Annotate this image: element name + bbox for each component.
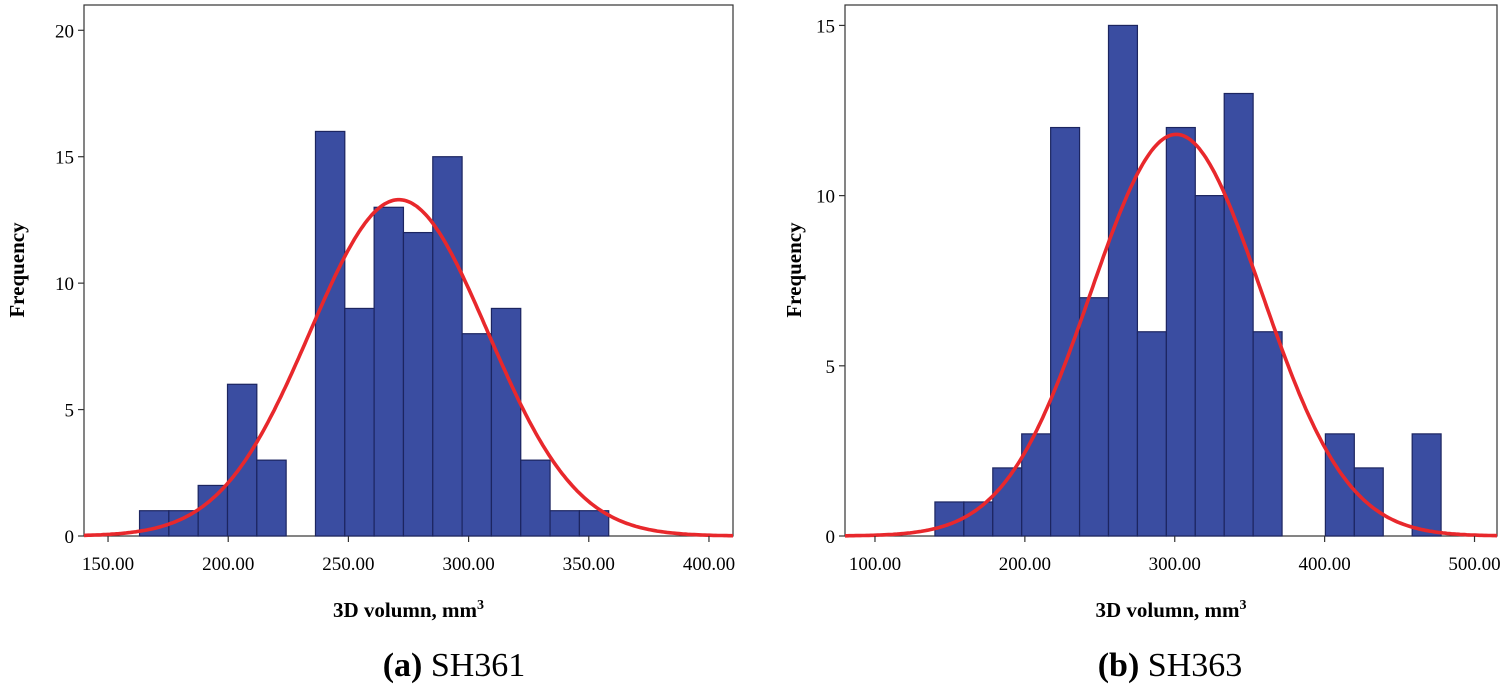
histogram-bar [1252, 331, 1283, 537]
y-tick-label: 15 [816, 16, 835, 37]
y-tick-label: 5 [826, 357, 836, 378]
histogram-bar [1223, 92, 1254, 537]
panel-caption: (a) SH361 [383, 647, 526, 684]
histogram-bar [1165, 126, 1196, 537]
y-tick-label: 10 [55, 274, 74, 295]
histogram-bar [402, 231, 434, 537]
histogram-bar [1107, 24, 1139, 537]
histogram-bar [1078, 297, 1110, 537]
panel-caption: (b) SH363 [1098, 647, 1243, 684]
y-tick-label: 5 [65, 401, 75, 422]
normal-curve [83, 197, 733, 538]
chart-panel-b: 0 5 10 15 100.00 200.00 300.00 400.00 500.00 Freq… [782, 4, 1501, 684]
histogram-bar [490, 307, 522, 537]
x-tick-label: 400.00 [1299, 554, 1351, 575]
histogram-bar [373, 206, 405, 537]
caption-name: SH363 [1139, 647, 1242, 684]
x-tick-label: 300.00 [1149, 554, 1201, 575]
x-tick-label: 350.00 [563, 554, 615, 575]
histogram-bar [461, 333, 493, 537]
x-axis-title-superscript: 3 [1240, 598, 1247, 613]
x-tick-label: 500.00 [1448, 554, 1500, 575]
histogram-bar [226, 383, 258, 537]
histogram-bar [1194, 195, 1225, 537]
y-tick-label: 15 [55, 148, 74, 169]
histogram-bar [1411, 433, 1442, 537]
y-tick-label: 0 [65, 527, 75, 548]
x-tick-label: 400.00 [683, 554, 735, 575]
histogram-bar [578, 510, 610, 537]
histogram-bar [344, 307, 375, 537]
x-tick-label: 250.00 [322, 554, 374, 575]
x-tick-label: 150.00 [82, 554, 134, 575]
normal-curve [845, 132, 1498, 538]
y-tick-label: 0 [826, 527, 836, 548]
histogram-bar [1050, 126, 1081, 537]
x-tick-label: 100.00 [849, 554, 901, 575]
x-axis-title: 3D volumn, mm3 [333, 598, 484, 622]
histogram-bar [1136, 331, 1167, 537]
histogram-bar [549, 510, 581, 537]
x-axis-title-text: 3D volumn, mm [1095, 598, 1240, 622]
x-tick-label: 200.00 [999, 554, 1051, 575]
y-tick-label: 10 [816, 187, 835, 208]
x-axis-title: 3D volumn, mm3 [1095, 598, 1246, 622]
chart-panel-a: 0 5 10 15 20 150.00 200.00 250.00 300.00 350.00 40… [5, 4, 735, 684]
histogram-bar [432, 156, 463, 537]
histogram-bar [314, 130, 346, 537]
y-tick-label: 20 [55, 21, 74, 42]
histogram-bar [197, 484, 229, 537]
x-tick-label: 300.00 [442, 554, 494, 575]
x-tick-label: 200.00 [202, 554, 254, 575]
histogram-bar [520, 459, 551, 537]
y-axis-title: Frequency [5, 222, 29, 318]
y-axis-title: Frequency [782, 222, 806, 318]
caption-label: (a) [383, 647, 423, 684]
caption-label: (b) [1098, 647, 1140, 684]
x-axis-title-superscript: 3 [477, 598, 484, 613]
caption-name: SH361 [422, 647, 525, 684]
histogram-bar [256, 459, 287, 537]
x-axis-title-text: 3D volumn, mm [333, 598, 478, 622]
